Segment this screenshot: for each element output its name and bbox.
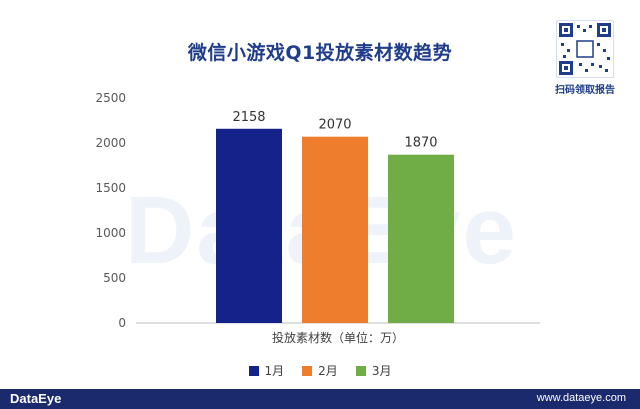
y-tick-label: 2500	[95, 91, 126, 105]
bar-value-label: 2070	[318, 118, 351, 133]
legend: 1月 2月 3月	[0, 362, 640, 379]
legend-item-jan: 1月	[248, 362, 285, 379]
y-tick-label: 0	[118, 316, 126, 330]
legend-label-jan: 1月	[264, 364, 285, 378]
bars: 2158 2070 1870	[216, 110, 454, 323]
bar-value-label: 2158	[232, 110, 265, 125]
bar-2	[302, 136, 368, 323]
legend-swatch-feb	[302, 365, 313, 376]
legend-swatch-mar	[355, 365, 366, 376]
bar-value-label: 1870	[404, 136, 437, 151]
footer-logo: DataEye	[10, 391, 62, 406]
legend-swatch-jan	[248, 365, 259, 376]
legend-item-feb: 2月	[302, 362, 338, 379]
footer-url: www.dataeye.com	[536, 392, 626, 404]
y-tick-label: 1500	[95, 181, 126, 195]
x-axis-label: 投放素材数（单位：万）	[272, 330, 404, 345]
chart-title: 微信小游戏Q1投放素材数趋势	[187, 42, 453, 64]
legend-item-mar: 3月	[355, 362, 392, 379]
bar-1	[216, 128, 282, 323]
legend-label-feb: 2月	[318, 364, 338, 378]
y-tick-label: 1000	[95, 226, 126, 240]
qr-caption: 扫码领取报告	[555, 85, 615, 96]
footer-bar: DataEye www.dataeye.com	[0, 389, 640, 409]
bar-3	[388, 154, 454, 323]
y-axis: 0 500 1000 1500 2000 2500	[95, 91, 126, 330]
legend-label-mar: 3月	[371, 364, 392, 378]
y-tick-label: 2000	[95, 136, 126, 150]
y-tick-label: 500	[103, 271, 126, 285]
qr-code-icon	[556, 20, 614, 78]
